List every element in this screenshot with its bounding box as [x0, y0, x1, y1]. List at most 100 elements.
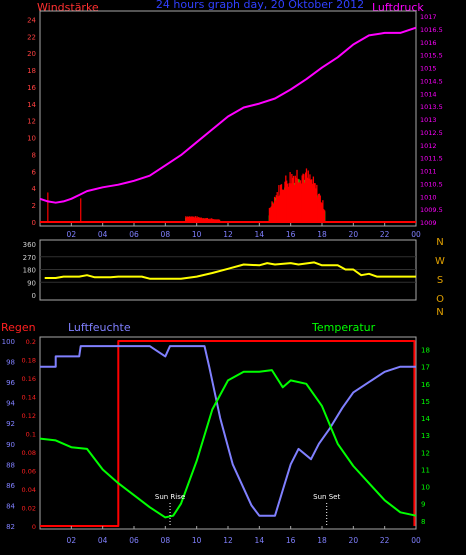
humidity-tick-label: 88	[6, 461, 15, 469]
wind-tick-label: 10	[27, 135, 36, 143]
pressure-tick-label: 1012	[420, 142, 437, 150]
wind-tick-label: 8	[32, 151, 36, 159]
hour-tick-label: 14	[255, 230, 265, 239]
pressure-tick-label: 1013.5	[420, 103, 443, 111]
hour-tick-label: 20	[349, 230, 359, 239]
hour-tick-label: 14	[255, 536, 265, 545]
hour-tick-label: 08	[161, 536, 171, 545]
temperature-tick-label: 17	[421, 364, 430, 372]
hour-tick-label: 06	[129, 536, 139, 545]
rain-tick-label: 0.12	[22, 412, 36, 420]
humidity-legend: Luftfeuchte	[68, 321, 131, 334]
temperature-series	[39, 369, 417, 519]
hour-tick-label: 18	[317, 230, 327, 239]
temperature-tick-label: 15	[421, 398, 430, 406]
rain-tick-label: 0.02	[22, 505, 36, 513]
humidity-tick-label: 92	[6, 420, 15, 428]
wind-tick-label: 16	[27, 84, 36, 92]
wind-tick-label: 4	[32, 185, 37, 193]
humidity-ticks: 82 84 86 88 90 92 94 96 98 100	[2, 338, 16, 531]
temperature-tick-label: 18	[421, 347, 430, 355]
temperature-tick-label: 13	[421, 432, 430, 440]
pressure-ticks: 1009 1009.5 1010 1010.5 1011 1011.5 1012 1012.5…	[420, 13, 443, 227]
rain-ticks: 0 0.02 0.04 0.06 0.08 0.1 0.12 0.14 0.16 0.18 0.2	[22, 338, 36, 531]
humidity-tick-label: 82	[6, 523, 15, 531]
rain-tick-label: 0.08	[22, 449, 36, 457]
rain-tick-label: 0.16	[22, 375, 36, 383]
rain-tick-label: 0.04	[22, 486, 36, 494]
hour-tick-label: 22	[380, 230, 390, 239]
temperature-tick-label: 11	[421, 466, 430, 474]
hour-ticks-top: 02 04 06 08 10 12 14 16 18 20 22 00	[67, 223, 421, 239]
direction-line	[44, 261, 416, 280]
temperature-tick-label: 16	[421, 381, 430, 389]
rain-series	[40, 340, 416, 527]
temperature-tick-label: 8	[421, 518, 425, 526]
temperature-tick-label: 14	[421, 415, 430, 423]
hour-tick-label: 12	[223, 230, 233, 239]
wind-tick-label: 14	[27, 101, 36, 109]
pressure-tick-label: 1015	[420, 65, 437, 73]
pressure-tick-label: 1014	[420, 90, 437, 98]
wind-tick-label: 20	[27, 50, 36, 58]
humidity-line	[40, 345, 416, 517]
hour-tick-label: 10	[192, 536, 202, 545]
temperature-line	[39, 369, 417, 519]
pressure-tick-label: 1010	[420, 193, 437, 201]
hour-tick-label: 12	[223, 536, 233, 545]
humidity-tick-label: 98	[6, 359, 15, 367]
direction-series	[44, 261, 416, 280]
rain-tick-label: 0.14	[22, 394, 36, 402]
hour-tick-label: 08	[161, 230, 171, 239]
wind-pressure-panel: Windstärke 24 hours graph day, 20 Oktobe…	[27, 0, 443, 239]
humidity-tick-label: 90	[6, 441, 15, 449]
humidity-series	[40, 345, 416, 517]
compass-tick-label: O	[436, 294, 444, 305]
sun-marker-label: Sun Rise	[155, 493, 185, 501]
direction-degree-ticks: 0 90 180 270 360	[23, 241, 36, 300]
pressure-tick-label: 1015.5	[420, 52, 443, 60]
pressure-tick-label: 1011	[420, 168, 437, 176]
rain-legend: Regen	[1, 321, 36, 334]
pressure-tick-label: 1017	[420, 13, 437, 21]
direction-tick-label: 180	[23, 267, 36, 275]
hour-tick-label: 00	[411, 536, 421, 545]
temperature-legend: Temperatur	[311, 321, 376, 334]
pressure-tick-label: 1016.5	[420, 26, 443, 34]
hour-tick-label: 02	[67, 536, 77, 545]
pressure-line	[39, 26, 417, 204]
humidity-tick-label: 86	[6, 482, 15, 490]
rain-line	[40, 340, 416, 527]
pressure-axis-label: Luftdruck	[372, 1, 424, 14]
wind-tick-label: 2	[32, 202, 36, 210]
hour-ticks-bottom: 02 04 06 08 10 12 14 16 18 20 22 00	[67, 526, 421, 545]
pressure-tick-label: 1009	[420, 219, 437, 227]
humidity-tick-label: 100	[2, 338, 15, 346]
pressure-tick-label: 1011.5	[420, 155, 443, 163]
pressure-tick-label: 1014.5	[420, 77, 443, 85]
hour-tick-label: 06	[129, 230, 139, 239]
wind-tick-label: 18	[27, 67, 36, 75]
pressure-tick-label: 1013	[420, 116, 437, 124]
humidity-tick-label: 96	[6, 379, 15, 387]
direction-tick-label: 90	[27, 279, 36, 287]
humidity-tick-label: 84	[6, 502, 15, 510]
temperature-tick-label: 10	[421, 484, 430, 492]
pressure-tick-label: 1012.5	[420, 129, 443, 137]
direction-tick-label: 360	[23, 241, 36, 249]
hour-tick-label: 10	[192, 230, 202, 239]
hour-tick-label: 22	[380, 536, 390, 545]
rain-tick-label: 0.18	[22, 357, 36, 365]
hour-tick-label: 20	[349, 536, 359, 545]
temperature-ticks: 8 9 10 11 12 13 14 15 16 17 18	[421, 347, 430, 526]
rain-tick-label: 0.06	[22, 468, 36, 476]
rain-tick-label: 0.2	[26, 338, 36, 346]
compass-tick-label: W	[435, 256, 445, 267]
sun-marker-label: Sun Set	[313, 493, 340, 501]
wind-tick-label: 22	[27, 33, 36, 41]
wind-tick-label: 0	[32, 219, 36, 227]
rain-tick-label: 0.1	[26, 431, 36, 439]
hour-tick-label: 16	[286, 230, 296, 239]
compass-tick-label: N	[436, 307, 443, 318]
